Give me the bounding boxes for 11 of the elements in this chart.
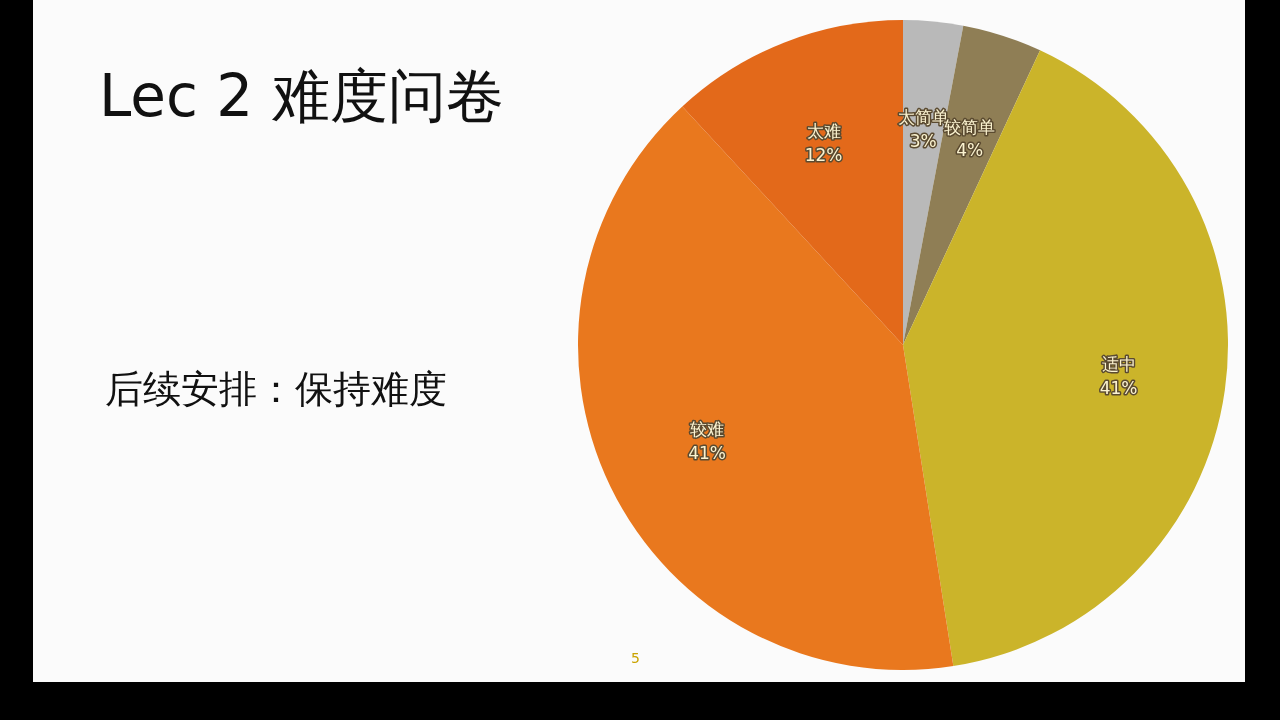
text: 5 <box>631 650 640 666</box>
slice-label: 较难 <box>690 418 725 439</box>
text: 后续安排：保持难度 <box>105 366 447 413</box>
data-label: 41% <box>688 442 726 463</box>
data-label: 41% <box>1099 378 1138 399</box>
data-label: 4% <box>956 140 984 161</box>
data-label: 3% <box>909 130 937 151</box>
data-label: 12% <box>804 144 843 165</box>
text: Lec 2 难度问卷 <box>99 61 504 132</box>
slice-label: 适中 <box>1101 354 1136 375</box>
slice-label: 太难 <box>806 121 841 142</box>
